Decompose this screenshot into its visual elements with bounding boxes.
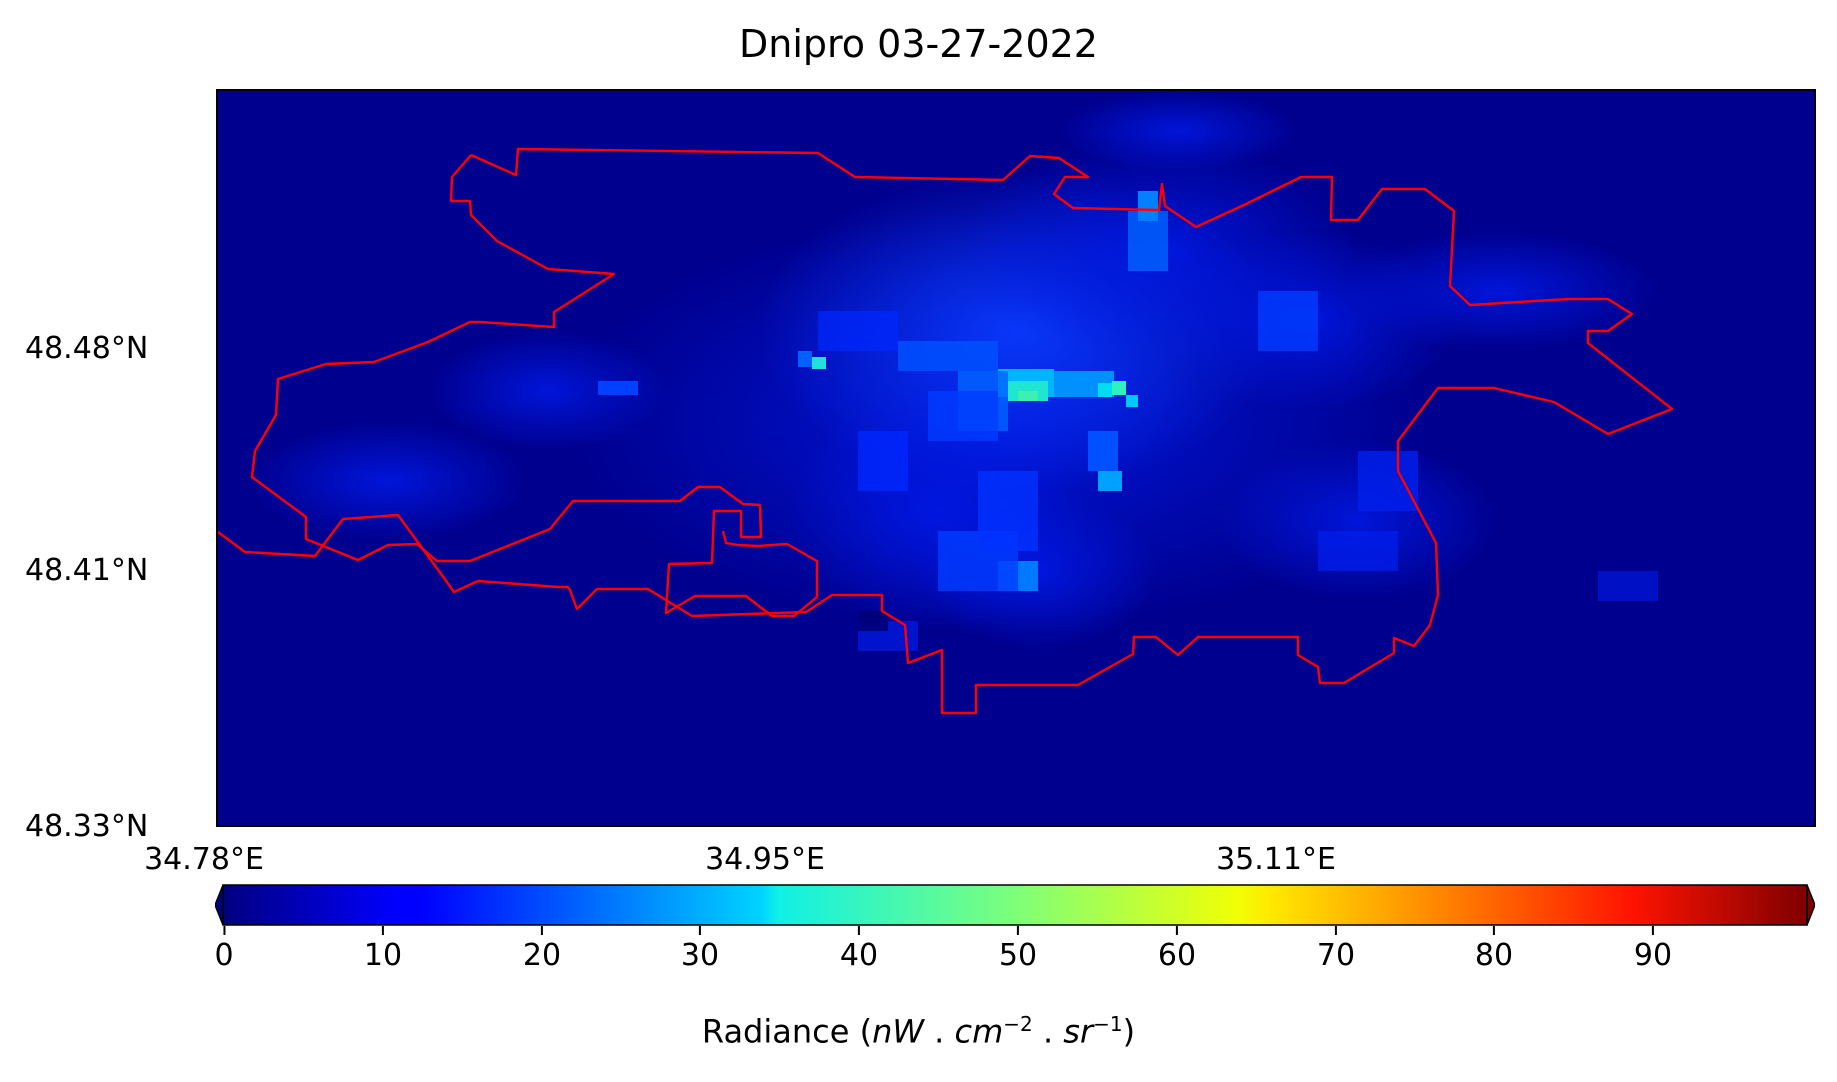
colorbar-tick-label: 50: [998, 938, 1038, 973]
colorbar-tick-label: 80: [1474, 938, 1514, 973]
y-tick-label: 48.48°N: [25, 331, 149, 366]
colorbar-ticks: 0 10 20 30 40 50 60 70 80 90: [0, 926, 1837, 986]
x-tick-label: 34.95°E: [705, 842, 825, 877]
colorbar-tick-label: 40: [839, 938, 879, 973]
x-tick-label: 35.11°E: [1216, 842, 1336, 877]
colorbar-tick-label: 0: [214, 938, 234, 973]
colorbar-tick: 20: [523, 926, 561, 971]
bright-pixels: [598, 191, 1658, 651]
x-tick-label: 34.78°E: [144, 842, 264, 877]
unit-separator: .: [1032, 1012, 1064, 1051]
unit-nw: nW: [872, 1012, 924, 1051]
city-boundary: [218, 147, 1674, 715]
city-boundary-south: [742, 502, 763, 538]
colorbar-tick: 80: [1475, 926, 1513, 971]
colorbar: [215, 884, 1815, 926]
unit-sr: sr: [1063, 1012, 1094, 1051]
colorbar-label-suffix: ): [1122, 1012, 1136, 1051]
colorbar-tick-label: 30: [680, 938, 720, 973]
colorbar-label-prefix: Radiance (: [701, 1012, 873, 1051]
y-tick-label: 48.41°N: [25, 553, 149, 588]
map-title: Dnipro 03-27-2022: [739, 22, 1098, 66]
unit-cm-exponent: −2: [1003, 1012, 1033, 1036]
colorbar-gradient: [215, 884, 1815, 926]
unit-sr-exponent: −1: [1093, 1012, 1123, 1036]
colorbar-tick: 50: [999, 926, 1037, 971]
colorbar-tick: 70: [1317, 926, 1355, 971]
radiance-heatmap: [218, 91, 1814, 825]
colorbar-tick: 30: [681, 926, 719, 971]
colorbar-tick: 40: [840, 926, 878, 971]
colorbar-label: Radiance (nW . cm−2 . sr−1): [0, 1012, 1837, 1051]
y-tick-label: 48.33°N: [25, 809, 149, 844]
city-boundary-west: [250, 154, 819, 618]
colorbar-tick-label: 10: [363, 938, 403, 973]
colorbar-tick: 0: [214, 926, 234, 973]
colorbar-tick-label: 60: [1157, 938, 1197, 973]
colorbar-tick: 90: [1634, 926, 1672, 971]
radiance-map: [216, 89, 1816, 827]
colorbar-tick: 60: [1158, 926, 1196, 971]
colorbar-tick-label: 20: [522, 938, 562, 973]
unit-cm: cm: [954, 1012, 1004, 1051]
colorbar-tick-label: 70: [1316, 938, 1356, 973]
colorbar-tick: 10: [364, 926, 402, 971]
unit-separator: .: [924, 1012, 955, 1051]
colorbar-tick-label: 90: [1633, 938, 1673, 973]
